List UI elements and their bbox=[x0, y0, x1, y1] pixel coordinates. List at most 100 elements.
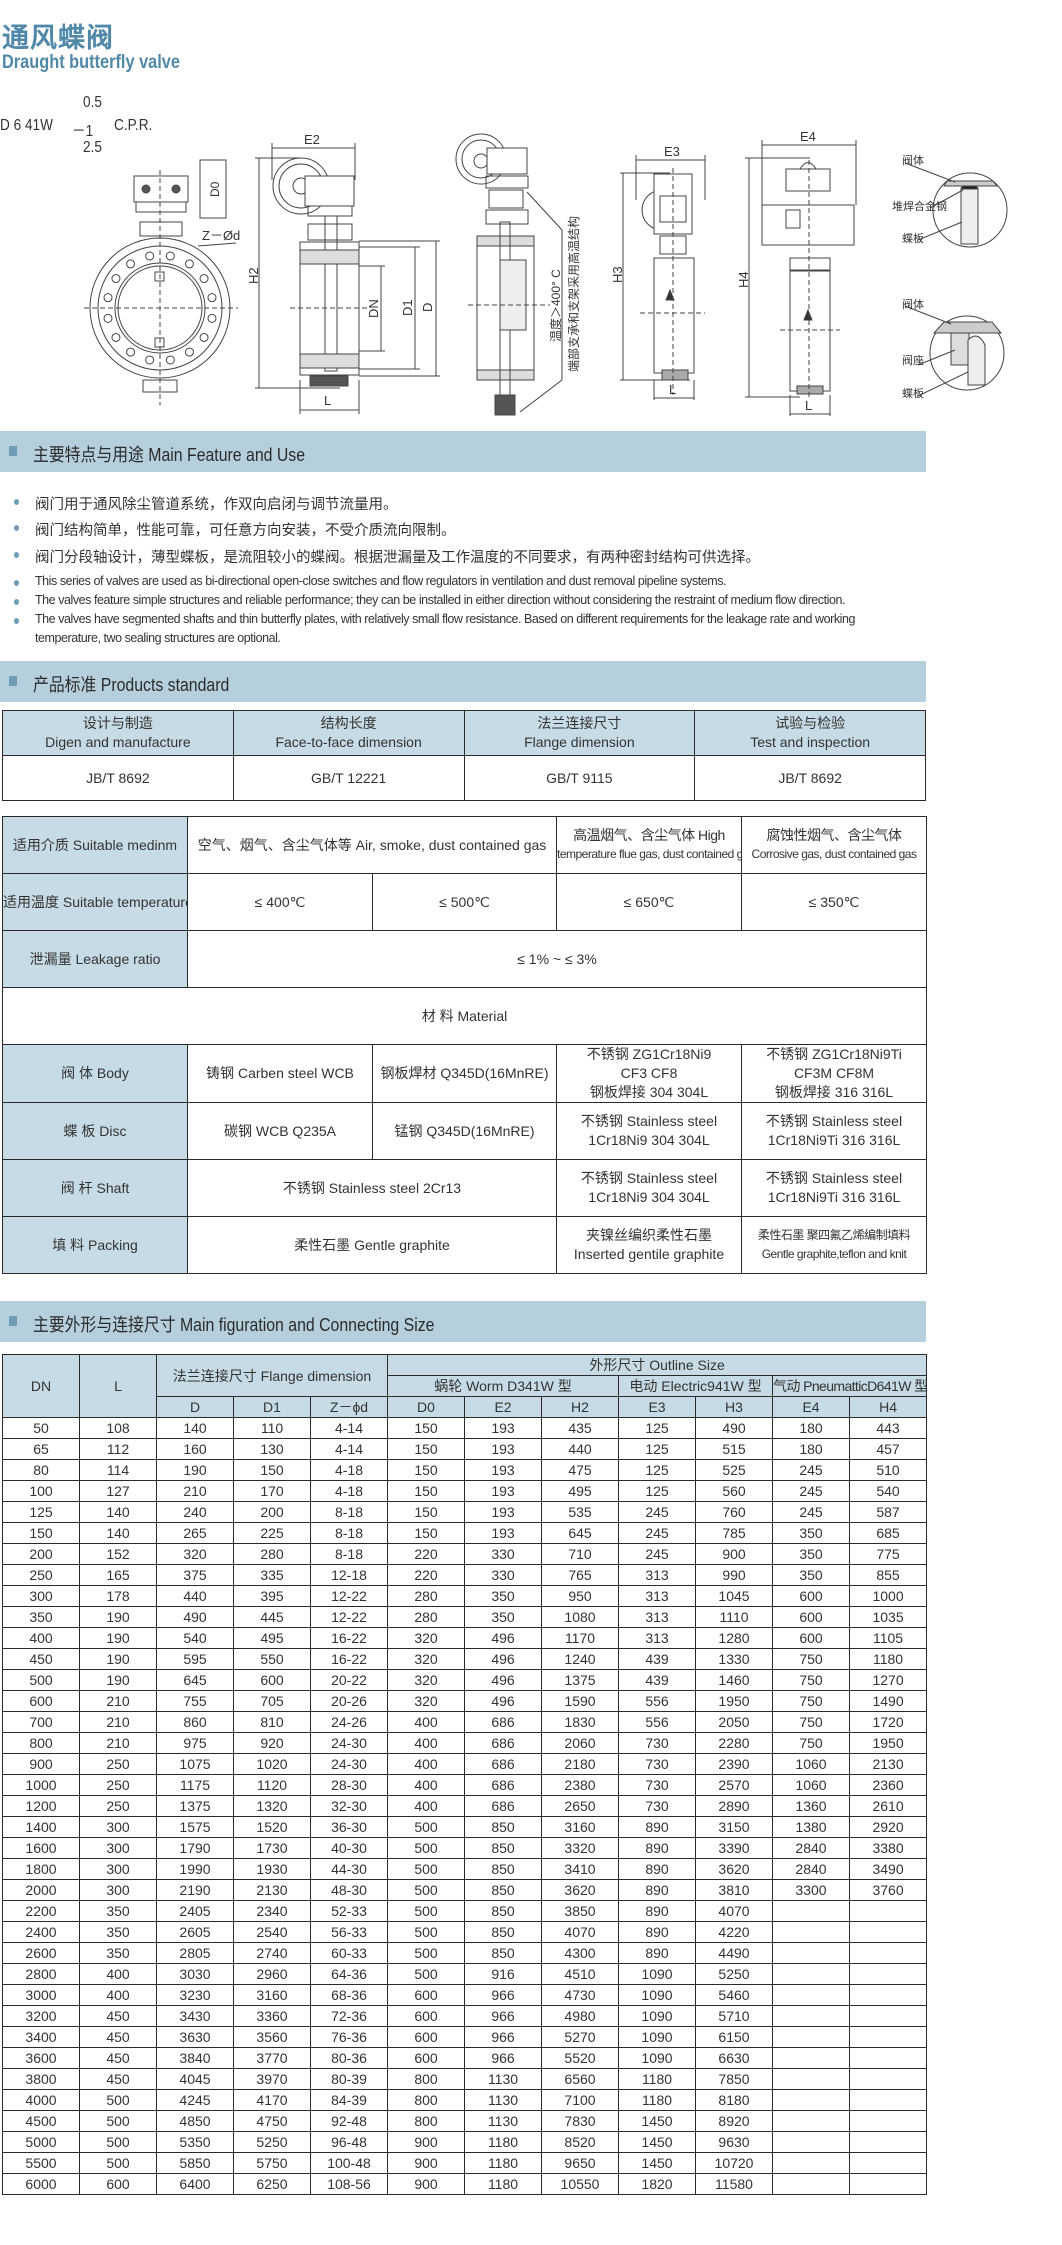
row-material-title: 材 料 Material bbox=[2, 987, 927, 1045]
table-cell: 500 bbox=[387, 1921, 465, 1943]
table-cell: 1180 bbox=[618, 2068, 696, 2090]
table-cell bbox=[772, 2047, 850, 2069]
table-cell: 2650 bbox=[541, 1795, 619, 1817]
table-cell: 12-18 bbox=[310, 1564, 388, 1586]
table-cell: 3030 bbox=[156, 1963, 234, 1985]
table-cell: 9630 bbox=[695, 2131, 773, 2153]
table-cell: 1175 bbox=[156, 1774, 234, 1796]
table-cell: 450 bbox=[79, 2068, 157, 2090]
table-cell: 140 bbox=[79, 1522, 157, 1544]
table-cell: 100-48 bbox=[310, 2152, 388, 2174]
table-cell: 193 bbox=[464, 1480, 542, 1502]
table-cell: 1045 bbox=[695, 1585, 773, 1607]
table-cell: 900 bbox=[387, 2152, 465, 2174]
table-cell: 3810 bbox=[695, 1879, 773, 1901]
bolt-holes bbox=[103, 251, 217, 365]
table-row: 900 250 1075 1020 24-30 400 686 2180 730 2390 1060… bbox=[2, 1753, 928, 1775]
table-cell: 700 bbox=[2, 1711, 80, 1733]
table-cell: 16-22 bbox=[310, 1648, 388, 1670]
table-cell: 600 bbox=[772, 1627, 850, 1649]
table-cell: 890 bbox=[618, 1900, 696, 1922]
table-cell: 2805 bbox=[156, 1942, 234, 1964]
row-label: 填 料 Packing bbox=[2, 1216, 188, 1274]
table-cell: 990 bbox=[695, 1564, 773, 1586]
table-cell: 450 bbox=[2, 1648, 80, 1670]
table-cell: 2960 bbox=[233, 1963, 311, 1985]
table-cell: 3770 bbox=[233, 2047, 311, 2069]
table-cell: 4-14 bbox=[310, 1438, 388, 1460]
header-col: E3 bbox=[618, 1396, 696, 1418]
table-cell: 1400 bbox=[2, 1816, 80, 1838]
cell: ≤ 400℃ bbox=[187, 873, 373, 931]
table-cell: 439 bbox=[618, 1648, 696, 1670]
cell: ≤ 350℃ bbox=[741, 873, 927, 931]
table-cell: 4245 bbox=[156, 2089, 234, 2111]
table-cell: 220 bbox=[387, 1543, 465, 1565]
table-cell bbox=[772, 1942, 850, 1964]
h4-label: H4 bbox=[736, 271, 751, 288]
table-cell: 515 bbox=[695, 1438, 773, 1460]
table-cell: 3560 bbox=[233, 2026, 311, 2048]
table-cell: 1450 bbox=[618, 2131, 696, 2153]
table-cell: 68-36 bbox=[310, 1984, 388, 2006]
table-row: 600 210 755 705 20-26 320 496 1590 556 1950 750 149… bbox=[2, 1690, 928, 1712]
table-cell: 5850 bbox=[156, 2152, 234, 2174]
table-cell: 1375 bbox=[541, 1669, 619, 1691]
e3-label: E3 bbox=[664, 144, 680, 159]
l-label: L bbox=[324, 393, 331, 408]
table-cell: 6630 bbox=[695, 2047, 773, 2069]
table-cell: 2390 bbox=[695, 1753, 773, 1775]
bolt-hole bbox=[199, 332, 209, 342]
table-cell bbox=[848, 1921, 928, 1943]
table-cell: 966 bbox=[464, 2005, 542, 2027]
table-row: 5500 500 5850 5750 100-48 900 1180 9650 1450 1072… bbox=[2, 2152, 928, 2174]
table-cell: 440 bbox=[541, 1438, 619, 1460]
table-cell: 1000 bbox=[848, 1585, 928, 1607]
table-cell: 114 bbox=[79, 1459, 157, 1481]
table-cell: 760 bbox=[695, 1501, 773, 1523]
table-cell: 5250 bbox=[695, 1963, 773, 1985]
table-cell: 500 bbox=[387, 1816, 465, 1838]
standards-table: 设计与制造 Digen and manufacture 结构长度 Face-to-f… bbox=[2, 710, 926, 801]
table-cell: 150 bbox=[233, 1459, 311, 1481]
table-cell bbox=[772, 2089, 850, 2111]
table-cell: 190 bbox=[79, 1627, 157, 1649]
table-cell: 2400 bbox=[2, 1921, 80, 1943]
table-cell: 750 bbox=[772, 1690, 850, 1712]
table-cell bbox=[848, 2131, 928, 2153]
table-cell: 450 bbox=[79, 2026, 157, 2048]
table-cell: 600 bbox=[387, 2005, 465, 2027]
table-cell: 210 bbox=[79, 1732, 157, 1754]
row-packing: 填 料 Packing 柔性石墨 Gentle graphite 夹镍丝编织柔性… bbox=[2, 1216, 927, 1274]
table-cell: 595 bbox=[156, 1648, 234, 1670]
table-cell: 3600 bbox=[2, 2047, 80, 2069]
table-cell: 2180 bbox=[541, 1753, 619, 1775]
table-cell: 1575 bbox=[156, 1816, 234, 1838]
table-row: 700 210 860 810 24-26 400 686 1830 556 2050 750 172… bbox=[2, 1711, 928, 1733]
header-l: L bbox=[79, 1354, 157, 1418]
table-cell: 1090 bbox=[618, 1984, 696, 2006]
table-cell: 280 bbox=[387, 1585, 465, 1607]
table-cell: 3360 bbox=[233, 2005, 311, 2027]
table-cell: 8-18 bbox=[310, 1543, 388, 1565]
table-cell: 600 bbox=[2, 1690, 80, 1712]
table-cell: 28-30 bbox=[310, 1774, 388, 1796]
table-cell: 600 bbox=[772, 1606, 850, 1628]
detail1-disc-label: 蝶板 bbox=[902, 231, 924, 245]
table-cell: 1820 bbox=[618, 2173, 696, 2195]
row-medium: 适用介质 Suitable medinm 空气、烟气、含尘气体等 Air, sm… bbox=[2, 816, 927, 874]
cell: 碳钢 WCB Q235A bbox=[187, 1102, 373, 1160]
table-cell: 890 bbox=[618, 1879, 696, 1901]
table-cell bbox=[848, 2026, 928, 2048]
table-cell: 1020 bbox=[233, 1753, 311, 1775]
table-cell: 600 bbox=[233, 1669, 311, 1691]
table-cell: 525 bbox=[695, 1459, 773, 1481]
header-pneumatic: 气动 PneumatticD641W 型 bbox=[771, 1375, 928, 1397]
table-cell: 350 bbox=[79, 1900, 157, 1922]
bolt-hole bbox=[207, 293, 217, 303]
table-cell: 496 bbox=[464, 1690, 542, 1712]
table-cell bbox=[848, 2005, 928, 2027]
table-cell: 1520 bbox=[233, 1816, 311, 1838]
cell: 不锈钢 Stainless steel 1Cr18Ni9 304 304L bbox=[556, 1102, 742, 1160]
table-cell: 850 bbox=[464, 1858, 542, 1880]
